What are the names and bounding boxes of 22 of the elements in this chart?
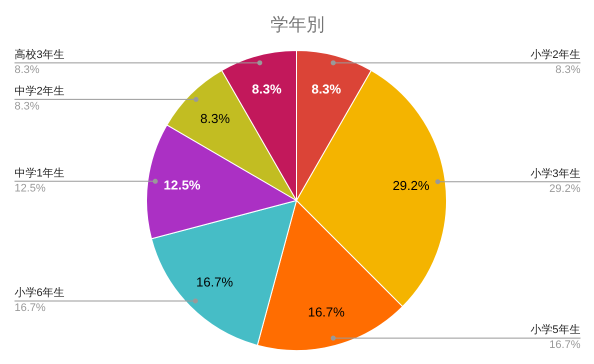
data-label: 8.3% (200, 111, 230, 126)
chart-title: 学年別 (270, 14, 324, 34)
text: 12.5% (14, 182, 46, 194)
text: 8.3% (555, 64, 581, 76)
slice-label: 中学1年生 (14, 166, 65, 180)
data-label: 16.7% (308, 304, 346, 320)
data-label: 12.5% (164, 177, 201, 192)
slice-label: 中学2年生 (14, 84, 65, 98)
data-label: 8.3% (311, 81, 342, 96)
slice-label: 高校3年生 (14, 48, 65, 61)
slice-label: 小学6年生 (14, 286, 65, 299)
text: 8.3% (14, 64, 40, 76)
data-label: 16.7% (196, 274, 234, 290)
slice-label: 小学3年生 (530, 166, 581, 180)
slice-label: 小学2年生 (530, 48, 581, 61)
data-label: 8.3% (252, 81, 282, 96)
text: 8.3% (14, 100, 40, 112)
slice-label: 小学5年生 (530, 323, 581, 336)
text: 29.2% (549, 182, 581, 195)
data-label: 29.2% (392, 178, 430, 193)
text: 16.7% (549, 339, 581, 352)
text: 16.7% (14, 302, 46, 314)
